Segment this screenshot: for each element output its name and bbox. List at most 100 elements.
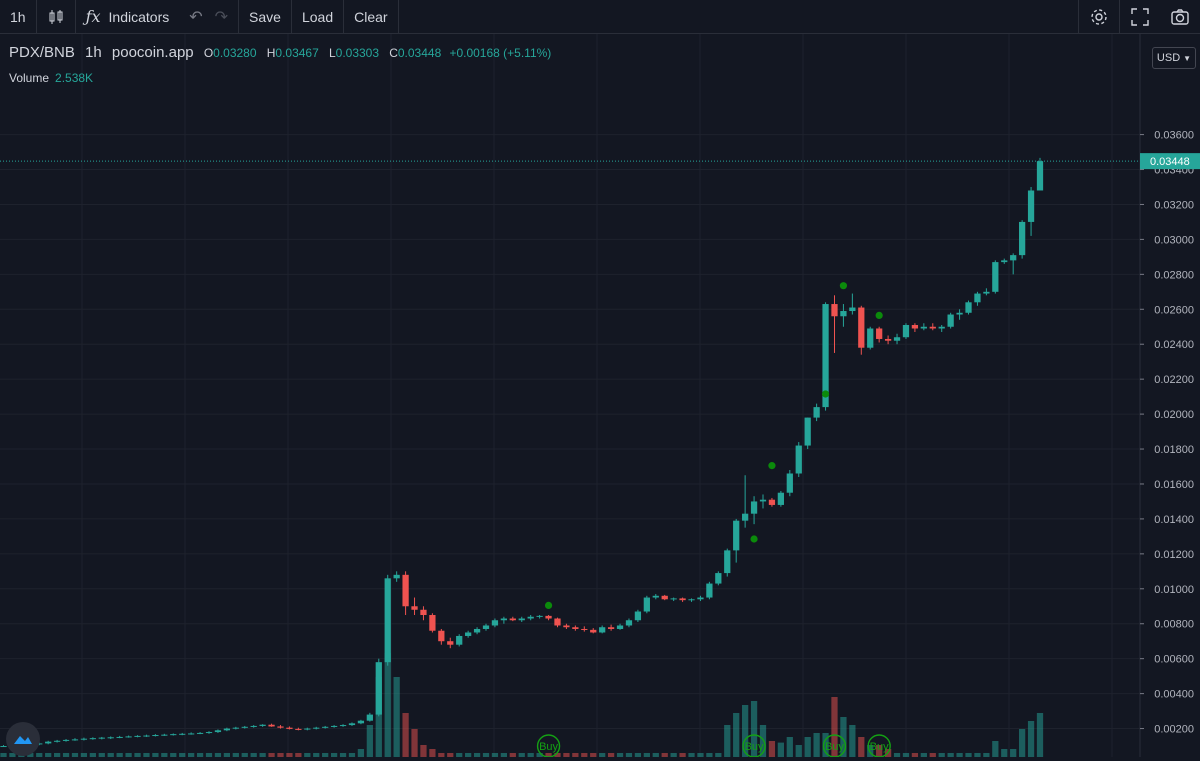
volume-key: Volume: [9, 71, 50, 85]
volume-bar: [339, 753, 347, 757]
open-value: 0.03280: [213, 46, 257, 60]
clear-button[interactable]: Clear: [344, 0, 397, 33]
toolbar-divider: [238, 0, 240, 33]
candle-body: [196, 732, 204, 734]
candle-body: [929, 326, 936, 329]
volume-bars: [0, 653, 1044, 757]
volume-bar: [223, 753, 231, 757]
candle-body: [107, 737, 114, 739]
volume-bar: [813, 733, 820, 757]
candle-body: [125, 736, 132, 738]
save-button[interactable]: Save: [239, 0, 291, 33]
buy-marker[interactable]: [867, 734, 891, 757]
redo-button[interactable]: ↷: [209, 0, 238, 33]
candle-body: [581, 628, 588, 630]
indicators-button[interactable]: ƒx Indicators: [76, 0, 180, 33]
price-axis-background: [1140, 34, 1200, 757]
volume-bar: [777, 742, 785, 757]
candle-body: [1019, 221, 1026, 256]
candle-body: [116, 736, 123, 738]
volume-bar: [527, 753, 534, 757]
candle-body: [348, 723, 356, 726]
last-price-tag: [1140, 153, 1200, 170]
volume-bar: [152, 753, 159, 757]
candle-body: [80, 738, 88, 740]
interval-button[interactable]: 1h: [0, 0, 36, 33]
toolbar-divider: [1078, 0, 1079, 33]
candle-body: [777, 492, 785, 505]
candle-body: [876, 328, 883, 339]
toolbar-divider: [343, 0, 345, 33]
volume-bar: [393, 677, 400, 757]
volume-bar: [456, 753, 463, 757]
fullscreen-button[interactable]: [1120, 0, 1160, 33]
candle-body: [858, 307, 865, 348]
candlestick-chart[interactable]: Buy Buy Buy Buy 0.036000.034000.032000.0300…: [0, 34, 1200, 757]
chart-grid: [0, 34, 1140, 757]
candle-body: [643, 597, 650, 612]
volume-bar: [902, 753, 910, 757]
candle-body: [947, 314, 954, 327]
chart-type-button[interactable]: [37, 0, 75, 33]
volume-bar: [313, 753, 320, 757]
candle-body: [599, 627, 606, 633]
candle-body: [795, 445, 802, 474]
volume-bar: [62, 753, 70, 757]
volume-bar: [89, 753, 96, 757]
candle-body: [232, 727, 239, 729]
volume-bar: [661, 753, 668, 757]
candle-body: [429, 615, 436, 631]
candle-body: [304, 728, 311, 730]
volume-bar: [706, 753, 713, 757]
undo-icon: ↶: [189, 8, 203, 26]
volume-bar: [625, 753, 633, 757]
currency-selector[interactable]: USD ▼: [1152, 47, 1196, 69]
volume-bar: [402, 713, 409, 757]
candle-body: [786, 473, 793, 493]
candle-body: [679, 598, 686, 601]
candle-body: [500, 618, 508, 621]
candle-body: [509, 618, 516, 621]
candle-body: [0, 746, 7, 748]
candle-body: [366, 714, 373, 721]
volume-bar: [831, 697, 838, 757]
candle-body: [518, 618, 525, 621]
candle-body: [902, 325, 910, 338]
candle-body: [616, 625, 624, 629]
candle-body: [134, 735, 141, 737]
candle-body: [241, 726, 248, 728]
load-button[interactable]: Load: [292, 0, 343, 33]
candle-body: [205, 732, 213, 734]
candle-body: [920, 326, 927, 329]
toolbar-divider: [290, 0, 292, 33]
volume-bar: [956, 753, 963, 757]
logo-icon: [14, 736, 32, 744]
volume-bar: [581, 753, 588, 757]
tradingview-logo[interactable]: [6, 722, 40, 756]
price-tick-label: 0.01200: [1154, 549, 1194, 561]
candle-body: [277, 726, 284, 728]
candle-body: [983, 291, 990, 294]
volume-bar: [286, 753, 293, 757]
candle-body: [214, 730, 222, 733]
volume-bar: [893, 753, 901, 757]
candle-body: [71, 739, 79, 741]
volume-bar: [840, 717, 847, 757]
volume-bar: [9, 753, 16, 757]
settings-button[interactable]: [1079, 0, 1119, 33]
candle-body: [625, 620, 633, 626]
candle-body: [438, 630, 445, 642]
buy-marker[interactable]: [822, 734, 847, 757]
buy-marker[interactable]: [742, 734, 766, 757]
signal-marker: [839, 282, 848, 290]
candle-body: [884, 338, 892, 341]
price-tick-label: 0.00800: [1154, 619, 1194, 631]
candle-body: [491, 620, 499, 626]
screenshot-button[interactable]: [1160, 0, 1200, 33]
volume-bar: [465, 753, 472, 757]
price-axis[interactable]: 0.036000.034000.032000.030000.028000.026…: [1139, 34, 1200, 757]
volume-bar: [733, 713, 740, 757]
undo-button[interactable]: ↶: [179, 0, 208, 33]
buy-marker[interactable]: [536, 734, 561, 757]
candle-body: [867, 328, 874, 348]
